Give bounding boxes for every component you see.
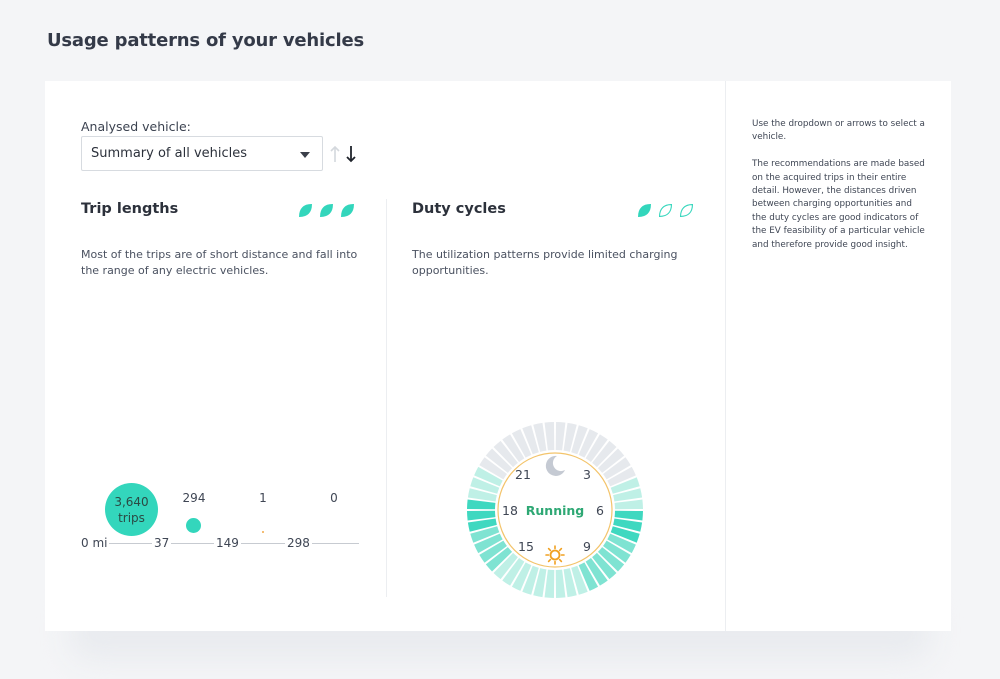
clock-segment [479,457,507,480]
vehicle-dropdown-value: Summary of all vehicles [91,146,248,161]
next-vehicle-button[interactable] [343,143,359,165]
clock-segment [485,448,513,473]
clock-segment [563,422,577,452]
trip-lengths-description: Most of the trips are of short distance … [81,248,358,277]
section-divider [386,199,387,597]
clock-segment [571,565,588,595]
hour-label-6: 6 [596,503,604,518]
trip-count-3: 0 [330,491,338,505]
clock-segment [614,510,643,521]
clock-segment [563,568,577,598]
clock-segment [607,533,636,554]
clock-segment [544,569,555,598]
clock-segment [610,477,640,494]
vehicle-selector-label: Analysed vehicle: [81,119,191,134]
trip-bubble-1 [186,518,201,533]
clock-segment [522,425,539,455]
clock-segment [474,466,503,487]
moon-icon [545,455,565,476]
clock-segment [470,477,500,494]
sun-icon [545,545,565,565]
trip-count-0: 3,640 [114,494,149,509]
chevron-down-icon [300,152,310,158]
leaf-icon [299,204,312,217]
clock-face [497,452,613,568]
clock-segment [533,568,547,598]
leaf-icon [638,204,651,217]
trip-lengths-title: Trip lengths [81,201,179,217]
page-title: Usage patterns of your vehicles [47,30,364,51]
clock-segment [585,434,608,462]
clock-center-label: Running [526,503,584,518]
clock-segment [493,440,518,468]
clock-segment [502,558,525,586]
hour-label-21: 21 [515,467,531,482]
clock-segment [592,440,617,468]
clock-segment [592,552,617,580]
previous-vehicle-button[interactable] [327,143,343,165]
clock-segment [597,448,625,473]
clock-segment [555,422,566,451]
trip-count-2: 1 [259,491,267,505]
axis-label-0: 0 mi [79,536,110,550]
leaf-icon [341,204,354,217]
axis-label-3: 298 [285,536,312,550]
trip-bubble-2 [262,531,264,533]
clock-segment [474,533,503,554]
clock-segment [467,499,496,510]
arrow-down-icon [346,146,356,163]
clock-segment [511,562,532,591]
clock-segment [555,569,566,598]
hour-label-15: 15 [518,539,534,554]
hour-label-18: 18 [502,503,518,518]
trip-count-1: 294 [182,491,206,505]
leaf-icon [320,204,333,217]
trip-count-unit: trips [118,510,145,525]
trip-bubble-0: 3,640 trips [105,483,158,536]
clock-segment [485,547,513,572]
vehicle-dropdown[interactable]: Summary of all vehicles [81,136,323,171]
clock-segment [571,425,588,455]
clock-segment [467,518,497,532]
clock-segment [613,518,643,532]
clock-segments [467,422,643,598]
help-paragraph-1: The recommendations are made based on th… [752,159,925,250]
clock-segment [467,488,497,502]
clock-segment [597,547,625,572]
trip-lengths-rating [297,202,356,219]
help-paragraph-0: Use the dropdown or arrows to select a v… [752,119,925,143]
clock-segment [603,540,631,563]
clock-segment [522,565,539,595]
clock-segment [614,499,643,510]
clock-segment [511,429,532,458]
duty-cycles-title: Duty cycles [412,201,506,217]
clock-segment [585,558,608,586]
axis-label-2: 149 [214,536,241,550]
clock-segment [467,510,496,521]
clock-segment [479,540,507,563]
leaf-outline-icon [658,203,673,218]
clock-segment [610,526,640,543]
duty-cycles-description: The utilization patterns provide limited… [412,248,678,277]
clock-segment [544,422,555,451]
arrow-up-icon [330,145,340,162]
clock-segment [603,457,631,480]
clock-segment [578,562,599,591]
clock-segment [578,429,599,458]
duty-cycle-clock: 21 3 18 6 15 9 Running [467,422,643,598]
clock-segment [470,526,500,543]
help-panel: Use the dropdown or arrows to select a v… [752,118,927,265]
axis-label-1: 37 [152,536,172,550]
side-divider [725,81,726,631]
clock-segment [493,552,518,580]
hour-label-9: 9 [583,539,591,554]
leaf-outline-icon [679,203,694,218]
clock-segment [613,488,643,502]
duty-cycles-rating [636,202,695,219]
clock-segment [502,434,525,462]
hour-label-3: 3 [583,467,591,482]
usage-card: Analysed vehicle: Summary of all vehicle… [45,81,951,631]
clock-segment [607,466,636,487]
clock-segment [533,422,547,452]
